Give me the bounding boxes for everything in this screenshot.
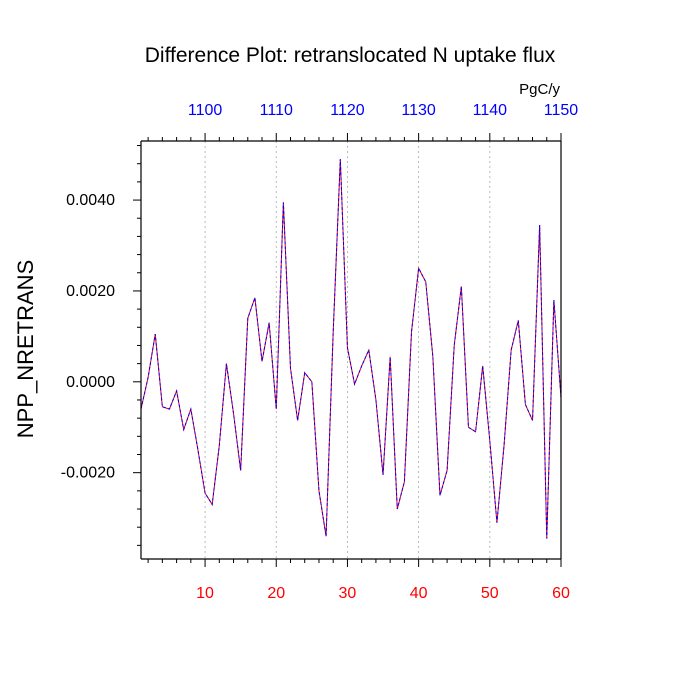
top-tick-label: 1140 xyxy=(473,102,508,119)
chart-title: Difference Plot: retranslocated N uptake… xyxy=(145,44,556,67)
series-layer xyxy=(140,159,562,539)
x-tick-label: 10 xyxy=(196,585,214,602)
tick-labels: 10 20 30 40 50 60 1100 1110 1120 1130 1140 1150 0.00… xyxy=(61,102,579,602)
x-tick-label: 20 xyxy=(267,585,285,602)
tick-marks xyxy=(133,133,562,567)
top-tick-label: 1110 xyxy=(260,102,293,119)
y-tick-label: 0.0020 xyxy=(66,283,115,300)
x-tick-label: 40 xyxy=(410,585,428,602)
x-tick-label: 60 xyxy=(552,585,570,602)
y-tick-label: 0.0040 xyxy=(66,192,115,209)
top-tick-label: 1100 xyxy=(188,102,223,119)
y-tick-label: -0.0020 xyxy=(61,465,115,482)
y-tick-label: 0.0000 xyxy=(66,374,115,391)
axes xyxy=(140,140,562,560)
y-axis-label: NPP_NRETRANS xyxy=(13,260,38,438)
x-tick-label: 50 xyxy=(481,585,499,602)
top-units-label: PgC/y xyxy=(519,81,560,98)
x-tick-label: 30 xyxy=(339,585,357,602)
top-tick-label: 1130 xyxy=(401,102,436,119)
series-line-red xyxy=(140,159,562,539)
top-tick-label: 1120 xyxy=(330,102,365,119)
top-tick-label: 1150 xyxy=(544,102,579,119)
